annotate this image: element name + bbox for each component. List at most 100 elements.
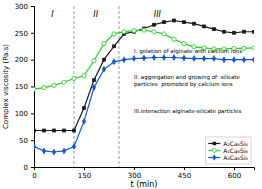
series-point <box>92 78 96 82</box>
x-tick: 0 <box>32 167 36 180</box>
y-tick: 250 <box>15 30 34 38</box>
series-point <box>252 56 254 63</box>
x-tick-mark <box>184 167 185 170</box>
series-point <box>102 41 106 45</box>
region-label: I <box>51 10 54 19</box>
series-point <box>142 28 146 32</box>
series-point <box>202 55 206 62</box>
y-axis: 050100150200250300 <box>15 3 35 172</box>
series-point <box>72 143 76 150</box>
y-tick-label: 300 <box>15 3 28 11</box>
series-point <box>132 55 136 62</box>
legend-frame <box>205 137 251 164</box>
region-label: III <box>154 10 162 19</box>
series-point <box>242 46 246 50</box>
y-tick: 300 <box>15 3 34 11</box>
y-tick-mark <box>31 167 34 168</box>
series-point <box>232 56 236 63</box>
y-tick-mark <box>31 60 34 61</box>
series-point <box>122 56 126 63</box>
series-point <box>192 22 196 26</box>
series-line <box>34 20 254 130</box>
y-axis-line <box>31 7 35 168</box>
series-point <box>172 19 176 23</box>
x-tick-label: 450 <box>178 172 191 180</box>
x-tick-label: 300 <box>128 172 141 180</box>
x-tick: 150 <box>78 167 91 180</box>
annotation: III.interaction alginate-silicate partic… <box>134 108 241 115</box>
annotation: I. gelation of alginate with calcium ion… <box>134 48 242 55</box>
legend-symbol <box>212 154 216 160</box>
series-point <box>92 84 96 91</box>
series-point <box>112 44 116 48</box>
series-point <box>62 129 66 133</box>
series-point <box>252 30 254 34</box>
chart: 0150300450600050100150200250300IIIIIII. … <box>0 0 262 189</box>
series-point <box>212 27 216 31</box>
series-point <box>232 31 236 35</box>
legend: A₂Ca₆Si₆A₁Ca₆Si₆A₀Ca₆Si₆ <box>205 137 251 164</box>
series-point <box>182 20 186 24</box>
x-tick: 600 <box>228 167 241 180</box>
y-tick: 100 <box>15 110 34 118</box>
series-point <box>152 30 156 34</box>
series-point <box>242 56 246 63</box>
annotation: II. aggregation and growing of silicatep… <box>134 74 240 88</box>
x-axis: 0 150 300 450 600 <box>32 167 254 180</box>
legend-symbol <box>213 142 216 145</box>
series-point <box>52 148 56 155</box>
series-point <box>192 55 196 62</box>
x-tick-label: 150 <box>78 172 91 180</box>
y-tick: 150 <box>15 83 34 91</box>
x-tick-label: 0 <box>32 172 36 180</box>
series-point <box>172 37 176 41</box>
y-tick-label: 250 <box>15 30 28 38</box>
series-point <box>82 74 86 78</box>
series-point <box>52 83 56 87</box>
series-point <box>62 147 66 154</box>
series-point <box>52 129 56 133</box>
series-point <box>222 56 226 63</box>
series-point <box>102 66 106 73</box>
series-point <box>34 143 36 150</box>
plot: 0150300450600050100150200250300IIIIIII. … <box>15 3 256 180</box>
y-tick-label: 100 <box>15 110 28 118</box>
y-tick-mark <box>31 87 34 88</box>
legend-label: A₀Ca₆Si₆ <box>223 154 248 161</box>
series-point <box>152 54 156 61</box>
series-point <box>182 55 186 62</box>
series-point <box>82 118 86 125</box>
x-tick: 450 <box>178 167 191 180</box>
y-tick: 200 <box>15 56 34 64</box>
series-point <box>242 30 246 34</box>
series-point <box>202 25 206 29</box>
series <box>34 19 254 133</box>
y-tick-mark <box>31 113 34 114</box>
series-point <box>92 59 96 63</box>
legend-symbol <box>212 149 216 153</box>
series-point <box>222 30 226 34</box>
x-tick-mark <box>134 167 135 170</box>
legend-item: A₂Ca₆Si₆ <box>208 140 248 147</box>
series-point <box>42 147 46 154</box>
y-tick-mark <box>31 140 34 141</box>
series-point <box>42 85 46 89</box>
series-point <box>112 32 116 36</box>
y-tick: 0 <box>24 164 34 172</box>
series-point <box>82 106 86 110</box>
legend-label: A₂Ca₆Si₆ <box>223 140 248 147</box>
series-point <box>112 58 116 65</box>
x-tick: 300 <box>128 167 141 180</box>
series-point <box>62 80 66 84</box>
vline <box>74 6 75 167</box>
series-point <box>34 129 36 133</box>
vline <box>119 6 120 167</box>
series-point <box>162 54 166 61</box>
series-point <box>162 20 166 24</box>
x-axis-title: t (min) <box>130 180 157 189</box>
series-point <box>122 30 126 34</box>
x-tick-mark <box>84 167 85 170</box>
series-point <box>162 32 166 36</box>
legend-item: A₁Ca₆Si₆ <box>208 147 248 154</box>
legend-label: A₁Ca₆Si₆ <box>223 147 248 154</box>
